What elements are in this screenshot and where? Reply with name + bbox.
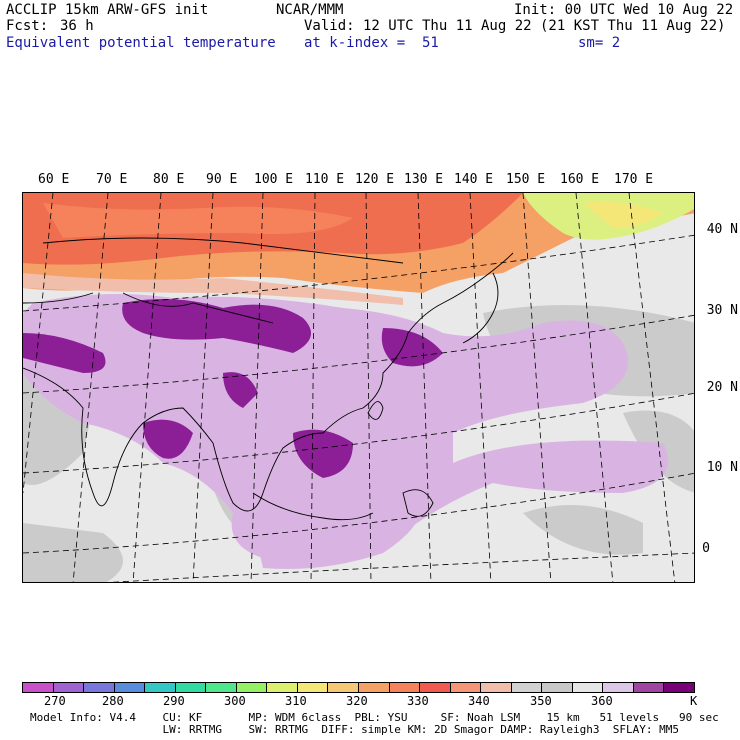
north-band	[23, 193, 694, 305]
colorbar-label: 350	[530, 694, 552, 708]
colorbar-swatch	[389, 683, 421, 692]
lon-label: 110 E	[305, 172, 345, 187]
colorbar-swatch	[542, 683, 573, 692]
colorbar-swatch	[175, 683, 207, 692]
colorbar-unit: K	[690, 694, 698, 708]
smoothing-info: sm= 2	[578, 35, 621, 51]
colorbar	[22, 682, 695, 693]
colorbar-label: 360	[591, 694, 613, 708]
field-name: Equivalent potential temperature	[6, 35, 276, 51]
lon-label: 70 E	[96, 172, 128, 187]
lon-label: 170 E	[614, 172, 654, 187]
lon-label: 90 E	[206, 172, 238, 187]
level-info: at k-index = 51	[304, 35, 439, 51]
lon-label: 160 E	[560, 172, 600, 187]
colorbar-label: 270	[44, 694, 66, 708]
map-panel	[22, 192, 695, 583]
colorbar-swatch	[206, 683, 237, 692]
lon-label: 150 E	[506, 172, 546, 187]
colorbar-swatch	[84, 683, 115, 692]
lat-label: 40 N	[706, 222, 738, 237]
graticule	[23, 193, 694, 582]
colorbar-swatch	[114, 683, 146, 692]
colorbar-swatch	[297, 683, 329, 692]
lon-label: 140 E	[454, 172, 494, 187]
lon-label: 60 E	[38, 172, 70, 187]
lat-label: 20 N	[706, 380, 738, 395]
model-info-line2: LW: RRTMG SW: RRTMG DIFF: simple KM: 2D …	[30, 723, 680, 736]
lat-label: 10 N	[706, 460, 738, 475]
lon-label: 120 E	[355, 172, 395, 187]
valid-time: Valid: 12 UTC Thu 11 Aug 22 (21 KST Thu …	[304, 18, 726, 34]
colorbar-swatch	[511, 683, 543, 692]
forecast-hour: 36 h	[60, 18, 94, 34]
center-label: NCAR/MMM	[276, 2, 344, 18]
lat-label: 0	[702, 541, 710, 556]
colorbar-swatch	[481, 683, 512, 692]
colorbar-swatch	[53, 683, 85, 692]
colorbar-label: 300	[224, 694, 246, 708]
colorbar-swatch	[145, 683, 176, 692]
model-title: ACCLIP 15km ARW-GFS init	[6, 2, 209, 18]
colorbar-label: 340	[468, 694, 490, 708]
colorbar-label: 330	[407, 694, 429, 708]
colorbar-swatch	[664, 683, 695, 692]
colorbar-swatch	[420, 683, 451, 692]
colorbar-swatch	[267, 683, 298, 692]
lon-label: 100 E	[254, 172, 294, 187]
colorbar-swatch	[603, 683, 634, 692]
colorbar-swatch	[23, 683, 54, 692]
light-purple-region	[23, 294, 668, 569]
colorbar-swatch	[328, 683, 360, 692]
init-time: Init: 00 UTC Wed 10 Aug 22	[514, 2, 734, 18]
colorbar-swatch	[572, 683, 604, 692]
colorbar-swatch	[450, 683, 482, 692]
colorbar-swatch	[633, 683, 665, 692]
lat-label: 30 N	[706, 303, 738, 318]
model-info-line1: Model Info: V4.4 CU: KF MP: WDM 6class P…	[30, 711, 719, 724]
colorbar-swatch	[359, 683, 390, 692]
coastlines	[23, 237, 514, 521]
forecast-label: Fcst:	[6, 18, 49, 34]
colorbar-label: 290	[163, 694, 185, 708]
colorbar-label: 280	[102, 694, 124, 708]
lon-label: 130 E	[404, 172, 444, 187]
colorbar-label: 310	[285, 694, 307, 708]
lon-label: 80 E	[153, 172, 185, 187]
colorbar-label: 320	[346, 694, 368, 708]
colorbar-swatch	[236, 683, 268, 692]
